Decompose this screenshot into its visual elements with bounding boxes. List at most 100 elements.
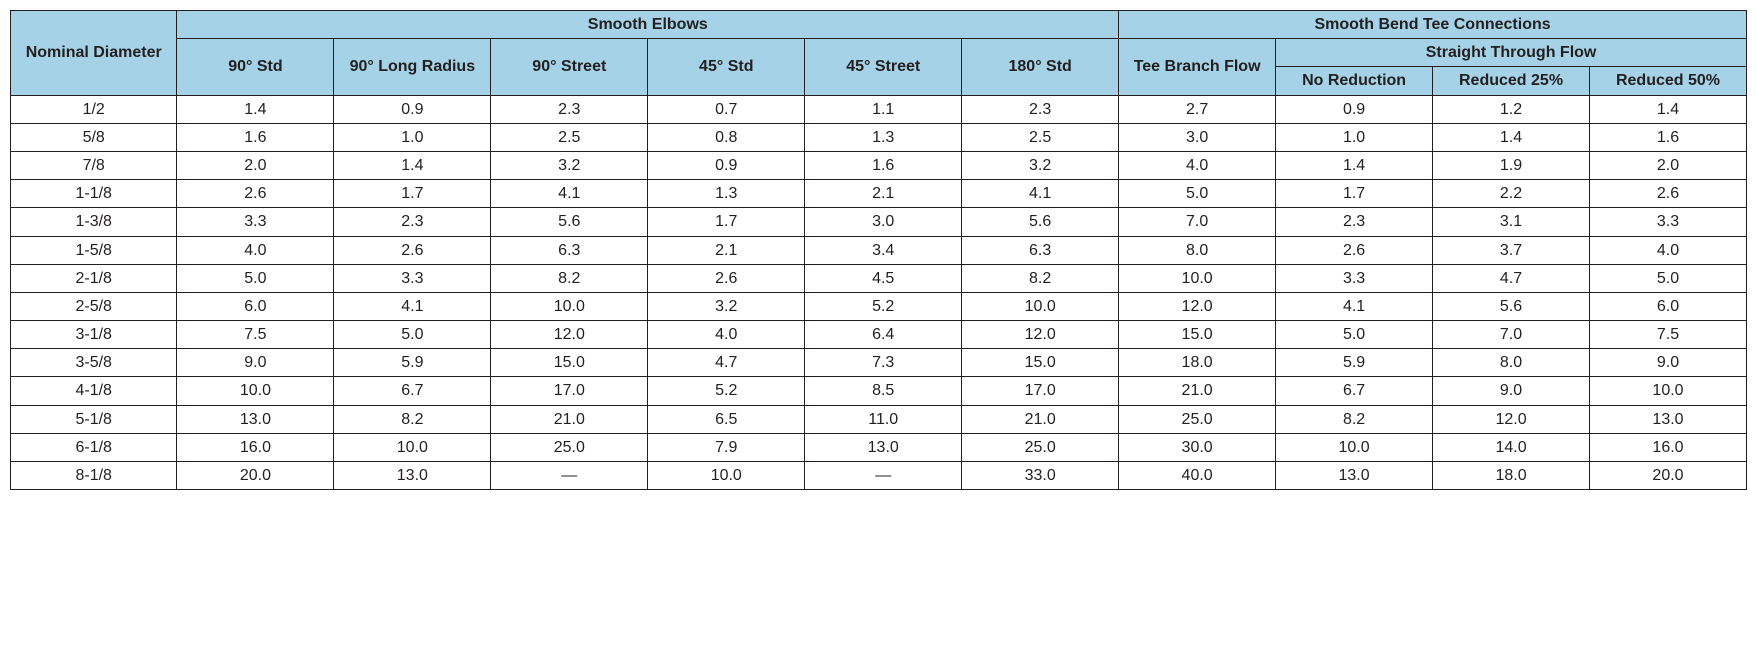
table-cell: 10.0 (648, 462, 805, 490)
table-cell: 21.0 (491, 405, 648, 433)
table-cell: 6.3 (962, 236, 1119, 264)
table-cell: 0.8 (648, 123, 805, 151)
table-cell: 6.7 (334, 377, 491, 405)
table-cell: 18.0 (1119, 349, 1276, 377)
table-cell: 13.0 (177, 405, 334, 433)
header-reduced-25: Reduced 25% (1433, 67, 1590, 95)
table-cell: 30.0 (1119, 433, 1276, 461)
table-cell: 2.5 (962, 123, 1119, 151)
table-cell: 2-5/8 (11, 292, 177, 320)
table-cell: 10.0 (177, 377, 334, 405)
table-cell: 0.9 (334, 95, 491, 123)
table-cell: 1.4 (177, 95, 334, 123)
table-cell: 16.0 (1590, 433, 1747, 461)
table-cell: 3.0 (805, 208, 962, 236)
table-cell: 3.2 (648, 292, 805, 320)
table-cell: 10.0 (1276, 433, 1433, 461)
header-45-std: 45° Std (648, 39, 805, 95)
table-cell: 20.0 (1590, 462, 1747, 490)
table-row: 2-1/85.03.38.22.64.58.210.03.34.75.0 (11, 264, 1747, 292)
table-cell: 2.6 (177, 180, 334, 208)
table-cell: 25.0 (962, 433, 1119, 461)
table-cell: 3.3 (177, 208, 334, 236)
header-straight-through: Straight Through Flow (1276, 39, 1747, 67)
table-cell: 1.0 (334, 123, 491, 151)
table-row: 5/81.61.02.50.81.32.53.01.01.41.6 (11, 123, 1747, 151)
table-cell: 5.6 (491, 208, 648, 236)
table-row: 2-5/86.04.110.03.25.210.012.04.15.66.0 (11, 292, 1747, 320)
table-cell: 3.2 (962, 151, 1119, 179)
table-cell: 8.5 (805, 377, 962, 405)
table-cell: 25.0 (491, 433, 648, 461)
table-row: 1-1/82.61.74.11.32.14.15.01.72.22.6 (11, 180, 1747, 208)
table-cell: 12.0 (491, 321, 648, 349)
table-row: 4-1/810.06.717.05.28.517.021.06.79.010.0 (11, 377, 1747, 405)
header-reduced-50: Reduced 50% (1590, 67, 1747, 95)
table-cell: 12.0 (1433, 405, 1590, 433)
table-cell: 4.0 (1590, 236, 1747, 264)
table-cell: 5/8 (11, 123, 177, 151)
table-cell: 6.7 (1276, 377, 1433, 405)
table-header: Nominal Diameter Smooth Elbows Smooth Be… (11, 11, 1747, 96)
table-cell: 18.0 (1433, 462, 1590, 490)
header-90-street: 90° Street (491, 39, 648, 95)
table-cell: 8-1/8 (11, 462, 177, 490)
table-cell: 3.4 (805, 236, 962, 264)
table-cell: 14.0 (1433, 433, 1590, 461)
table-cell: 2.2 (1433, 180, 1590, 208)
table-cell: 17.0 (491, 377, 648, 405)
table-cell: 4.0 (648, 321, 805, 349)
fittings-table: Nominal Diameter Smooth Elbows Smooth Be… (10, 10, 1747, 490)
table-cell: 1.6 (177, 123, 334, 151)
table-cell: 40.0 (1119, 462, 1276, 490)
table-cell: 10.0 (962, 292, 1119, 320)
table-cell: 4.0 (177, 236, 334, 264)
table-cell: 13.0 (1276, 462, 1433, 490)
table-cell: 13.0 (334, 462, 491, 490)
table-cell: 6.4 (805, 321, 962, 349)
table-cell: 2.0 (177, 151, 334, 179)
table-cell: 5.0 (1119, 180, 1276, 208)
table-cell: 3.1 (1433, 208, 1590, 236)
table-cell: 2.1 (648, 236, 805, 264)
table-cell: 20.0 (177, 462, 334, 490)
table-cell: 7/8 (11, 151, 177, 179)
table-cell: 7.3 (805, 349, 962, 377)
table-cell: 3.3 (1590, 208, 1747, 236)
table-cell: 3.3 (1276, 264, 1433, 292)
header-smooth-elbows: Smooth Elbows (177, 11, 1119, 39)
table-cell: 7.0 (1433, 321, 1590, 349)
table-row: 8-1/820.013.0—10.0—33.040.013.018.020.0 (11, 462, 1747, 490)
table-row: 1-3/83.32.35.61.73.05.67.02.33.13.3 (11, 208, 1747, 236)
table-cell: 7.0 (1119, 208, 1276, 236)
table-cell: 1.6 (1590, 123, 1747, 151)
table-cell: 2.3 (962, 95, 1119, 123)
table-cell: 3.3 (334, 264, 491, 292)
table-cell: 8.0 (1119, 236, 1276, 264)
table-cell: 1.1 (805, 95, 962, 123)
table-cell: 0.9 (648, 151, 805, 179)
table-cell: 2.1 (805, 180, 962, 208)
table-cell: 4.7 (648, 349, 805, 377)
header-45-street: 45° Street (805, 39, 962, 95)
table-cell: 2.3 (491, 95, 648, 123)
table-row: 6-1/816.010.025.07.913.025.030.010.014.0… (11, 433, 1747, 461)
table-cell: 2.6 (1590, 180, 1747, 208)
table-cell: 4.1 (1276, 292, 1433, 320)
table-cell: 12.0 (962, 321, 1119, 349)
table-cell: 1.4 (334, 151, 491, 179)
table-cell: 33.0 (962, 462, 1119, 490)
table-cell: 8.2 (334, 405, 491, 433)
table-cell: 2.5 (491, 123, 648, 151)
table-cell: 2.6 (334, 236, 491, 264)
table-cell: 1.3 (805, 123, 962, 151)
table-cell: — (805, 462, 962, 490)
table-cell: 1.7 (1276, 180, 1433, 208)
table-cell: 12.0 (1119, 292, 1276, 320)
table-cell: 17.0 (962, 377, 1119, 405)
header-smooth-bend-tee: Smooth Bend Tee Connections (1119, 11, 1747, 39)
table-cell: 3.0 (1119, 123, 1276, 151)
table-cell: 4-1/8 (11, 377, 177, 405)
table-cell: 1.7 (334, 180, 491, 208)
table-cell: 10.0 (1590, 377, 1747, 405)
